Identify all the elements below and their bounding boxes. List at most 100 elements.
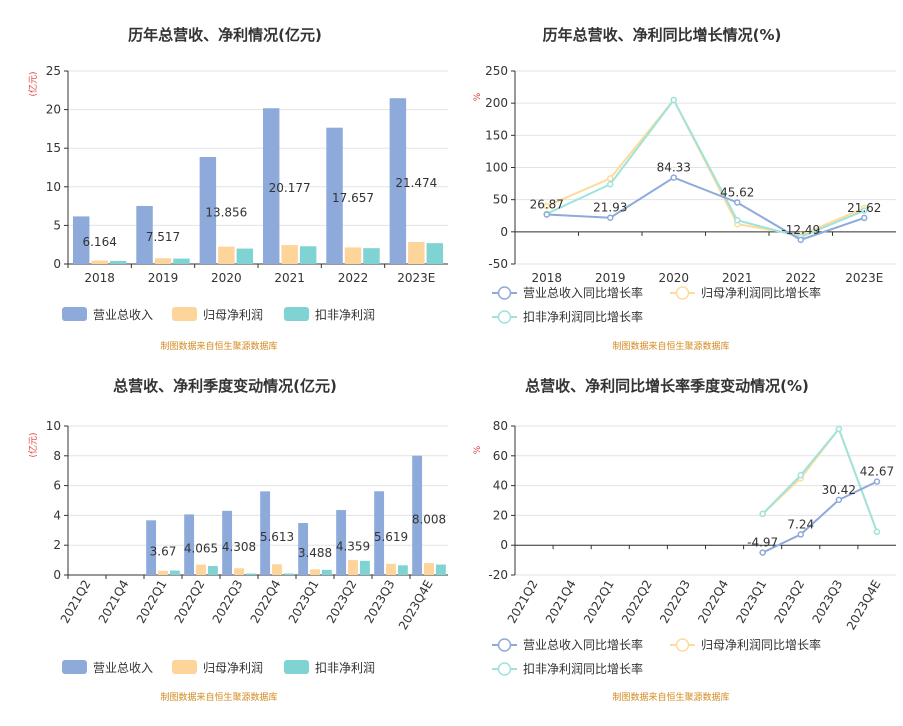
y-tick-label: 20	[493, 508, 508, 522]
point-revenue	[835, 496, 843, 504]
legend-label: 营业总收入	[93, 661, 153, 675]
series-line-deducted-profit	[546, 98, 865, 239]
data-label: 7.517	[146, 230, 180, 244]
x-tick-label: 2023Q2	[324, 578, 360, 626]
bar-parent-profit	[386, 563, 396, 575]
legend-label: 归母净利润	[203, 661, 263, 675]
x-tick-label: 2021Q2	[58, 578, 94, 626]
bar-revenue	[336, 510, 347, 575]
y-tick-label: 0	[53, 257, 61, 271]
y-axis-unit: %	[473, 92, 483, 101]
bar-deducted-profit	[207, 566, 218, 575]
point-deducted-profit	[835, 425, 843, 433]
legend-swatch	[62, 307, 87, 321]
legend-marker	[497, 662, 512, 676]
legend-marker	[675, 638, 690, 652]
data-label: 7.24	[787, 517, 814, 531]
y-tick-label: -20	[488, 568, 508, 582]
bar-deducted-profit	[363, 248, 380, 264]
x-tick-label: 2018	[531, 271, 562, 285]
data-label: 17.657	[332, 191, 374, 205]
y-tick-label: 10	[46, 180, 61, 194]
x-tick-label: 2023Q4E	[396, 578, 436, 633]
bar-deducted-profit	[109, 260, 127, 264]
bar-revenue	[412, 455, 423, 575]
y-tick-label: -50	[488, 257, 508, 271]
x-tick-label: 2020	[211, 271, 242, 285]
data-label: 84.33	[657, 161, 691, 175]
chart-title: 总营收、净利季度变动情况(亿元)	[113, 377, 337, 395]
y-tick-label: 6	[53, 479, 61, 493]
x-tick-label: 2023Q4E	[844, 578, 884, 633]
bar-parent-profit	[408, 241, 425, 264]
data-label: 30.42	[822, 483, 856, 497]
legend-label: 归母净利润同比增长率	[701, 285, 821, 300]
data-label: 5.619	[374, 530, 408, 544]
point-deducted-profit	[797, 471, 804, 479]
data-label: 26.87	[530, 198, 564, 212]
point-revenue	[607, 214, 614, 221]
bar-parent-profit	[234, 568, 244, 575]
bar-parent-profit	[272, 564, 282, 575]
y-tick-label: 0	[53, 568, 61, 582]
x-tick-label: 2022	[785, 271, 816, 285]
point-deducted-profit	[759, 510, 766, 518]
chart-title: 总营收、净利同比增长率季度变动情况(%)	[525, 377, 809, 395]
legend-label: 归母净利润	[203, 308, 263, 322]
data-label: 21.93	[593, 201, 627, 215]
data-label: 6.164	[82, 235, 116, 249]
x-tick-label: 2022	[338, 271, 369, 285]
x-tick-label: 2019	[595, 271, 626, 285]
series-line-revenue	[546, 176, 865, 241]
bar-revenue	[146, 520, 157, 575]
x-tick-label: 2021Q4	[543, 578, 579, 626]
source-note: 制图数据来自恒生聚源数据库	[160, 340, 277, 352]
x-tick-label: 2021	[274, 271, 305, 285]
bar-deducted-profit	[236, 248, 254, 264]
y-tick-label: 15	[46, 141, 61, 155]
legend-label: 营业总收入同比增长率	[523, 285, 643, 300]
bar-revenue	[260, 491, 271, 575]
legend-label: 归母净利润同比增长率	[701, 637, 821, 652]
legend-label: 扣非净利润	[315, 308, 375, 322]
data-label: 21.474	[395, 176, 437, 190]
data-label: 4.359	[336, 540, 370, 554]
point-deducted-profit	[734, 217, 741, 224]
annual-revenue-profit-chart: 历年总营收、净利情况(亿元) (亿元) 0 5 10 15 20 25 2018 2019 2020…	[0, 0, 451, 363]
y-tick-label: 10	[46, 419, 61, 433]
x-tick-label: 2023Q1	[286, 578, 322, 626]
point-revenue	[543, 211, 550, 218]
x-tick-label: 2021Q2	[505, 578, 541, 626]
bar-revenue	[72, 216, 90, 264]
x-tick-label: 2022Q2	[172, 578, 208, 626]
bar-parent-profit	[348, 560, 358, 575]
data-label: 4.308	[222, 540, 256, 554]
bar-parent-profit	[196, 564, 206, 575]
x-tick-label: 2023Q3	[362, 578, 398, 626]
bar-parent-profit	[91, 260, 108, 264]
x-tick-label: 2023Q3	[810, 578, 846, 626]
y-tick-label: 100	[485, 161, 508, 175]
x-tick-label: 2022Q3	[657, 578, 693, 626]
quarterly-growth-chart: 总营收、净利同比增长率季度变动情况(%)% -20 0 20 40 60 80 2021Q2 2…	[452, 363, 903, 726]
data-label: 45.62	[720, 185, 754, 199]
bar-revenue	[184, 514, 195, 575]
series-line-revenue	[762, 480, 878, 554]
bar-revenue	[298, 523, 309, 575]
legend-swatch	[172, 307, 197, 321]
legend-marker	[675, 286, 690, 300]
y-axis-unit: (亿元)	[27, 432, 39, 457]
x-tick-label: 2021	[722, 271, 753, 285]
bar-parent-profit	[310, 569, 320, 575]
x-tick-label: 2023E	[845, 271, 883, 285]
x-tick-label: 2022Q3	[210, 578, 246, 626]
bar-revenue	[222, 510, 233, 575]
data-label: 21.62	[847, 201, 881, 215]
bar-deducted-profit	[173, 258, 190, 264]
y-tick-label: 0	[500, 225, 508, 239]
bar-revenue	[262, 108, 280, 265]
point-deducted-profit	[670, 96, 677, 104]
chart-title: 历年总营收、净利情况(亿元)	[128, 26, 322, 44]
y-tick-label: 200	[485, 96, 508, 110]
